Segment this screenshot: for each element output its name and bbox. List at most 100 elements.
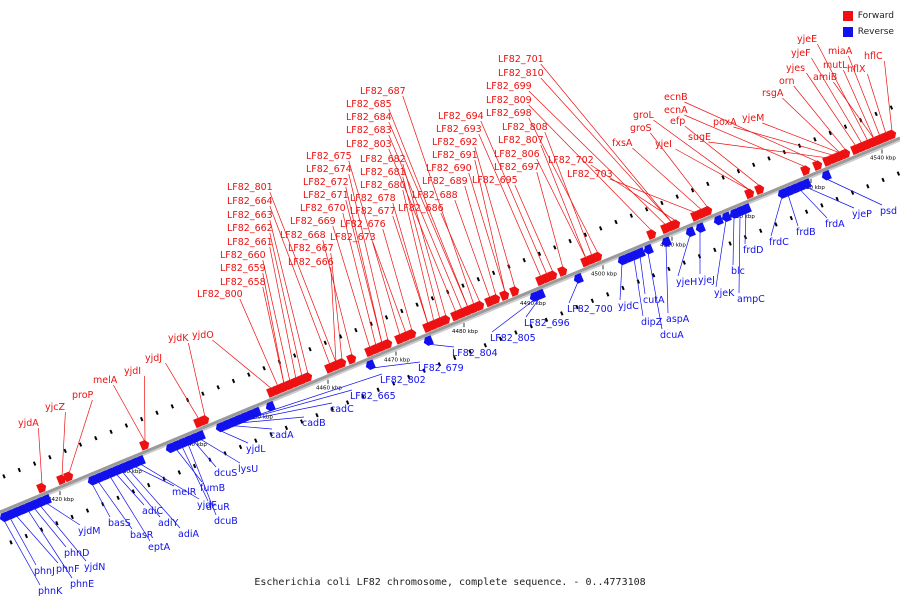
reverse-gene-label: cadB — [302, 418, 326, 429]
tick-mark — [238, 444, 243, 450]
tick-mark — [461, 283, 465, 288]
forward-leader-line — [782, 97, 841, 154]
forward-gene-feature — [36, 482, 47, 494]
forward-gene-label: LF82_682 — [360, 154, 406, 165]
forward-gene-feature — [474, 300, 485, 312]
forward-leader-line — [480, 120, 548, 275]
forward-gene-label: LF82_670 — [300, 203, 346, 214]
forward-gene-label: LF82_685 — [346, 99, 392, 110]
reverse-leader-line — [181, 446, 209, 502]
tick-mark — [17, 467, 21, 473]
legend-forward-label: Forward — [857, 11, 894, 21]
forward-gene-label: LF82_675 — [306, 151, 352, 162]
reverse-gene-label: LF82_696 — [524, 318, 570, 329]
forward-leader-line — [478, 133, 542, 278]
reverse-leader-line — [199, 438, 241, 464]
tick-mark — [330, 406, 334, 412]
reverse-gene-label: frdB — [796, 227, 816, 238]
tick-mark — [315, 412, 319, 418]
forward-leader-line — [806, 72, 857, 147]
forward-leader-line — [269, 205, 331, 365]
tick-mark — [48, 455, 52, 460]
forward-gene-label: yjeF — [791, 48, 811, 59]
reverse-gene-label: LF82_665 — [350, 391, 396, 402]
forward-leader-line — [269, 191, 337, 363]
forward-gene-feature — [199, 415, 210, 426]
forward-leader-line — [388, 134, 463, 311]
scale-label: 4530 kbp — [799, 178, 825, 191]
tick-mark — [644, 207, 649, 212]
forward-gene-label: LF82_693 — [436, 124, 482, 135]
forward-leader-line — [540, 144, 587, 259]
tick-mark — [116, 495, 120, 501]
forward-gene-label: LF82_800 — [197, 289, 243, 300]
gene-labels: yjdA yjcZ proP melA yjdI yjdJ yjdK yjdO LF82_800… — [18, 34, 897, 597]
forward-gene-label: LF82_668 — [280, 230, 326, 241]
forward-leader-line — [536, 158, 587, 259]
reverse-gene-label: LF82_700 — [567, 304, 613, 315]
scale-label-text: 4430 kbp — [116, 469, 142, 475]
forward-gene-feature — [840, 148, 851, 160]
forward-leader-line — [540, 77, 673, 223]
reverse-leader-line — [91, 483, 111, 518]
tick-mark — [345, 400, 350, 405]
forward-gene-feature — [812, 160, 823, 171]
forward-gene-label: LF82_809 — [486, 95, 532, 106]
forward-gene-label: yjdJ — [145, 353, 162, 364]
reverse-gene-label: phnF — [56, 564, 80, 575]
tick-mark — [70, 514, 74, 520]
tick-mark — [736, 168, 741, 174]
forward-gene-feature — [592, 251, 603, 263]
forward-gene-label: LF82_703 — [567, 169, 613, 180]
forward-leader-line — [650, 132, 709, 209]
tick-mark — [437, 362, 442, 367]
tick-mark — [660, 200, 664, 206]
forward-gene-label: miaA — [828, 46, 853, 57]
tick-mark — [24, 533, 28, 539]
tick-mark — [690, 187, 695, 193]
reverse-gene-label: phnE — [70, 579, 94, 590]
forward-gene-label: LF82_694 — [438, 111, 484, 122]
forward-leader-line — [113, 384, 146, 442]
reverse-gene-label: dcuB — [214, 516, 238, 527]
reverse-leader-line — [97, 481, 133, 530]
forward-leader-line — [708, 141, 829, 159]
forward-gene-label: proP — [72, 390, 94, 401]
tick-mark — [590, 298, 595, 303]
forward-gene-feature — [744, 188, 755, 200]
tick-mark — [55, 521, 59, 526]
reverse-gene-label: adiY — [158, 518, 178, 529]
forward-gene-label: ecnB — [664, 92, 688, 103]
reverse-leader-line — [175, 448, 203, 483]
forward-leader-line — [468, 172, 506, 293]
forward-leader-line — [793, 85, 847, 151]
forward-gene-label: LF82_669 — [290, 216, 336, 227]
tick-mark — [575, 304, 579, 310]
scale-label: 4460 kbp — [316, 379, 342, 392]
forward-leader-line — [528, 90, 667, 226]
forward-gene-label: LF82_681 — [360, 167, 406, 178]
tick-mark — [759, 228, 763, 234]
scale-label-text: 4510 kbp — [660, 243, 686, 249]
reverse-gene-label: yjdN — [84, 562, 105, 573]
tick-mark — [308, 346, 312, 352]
forward-leader-line — [528, 117, 599, 254]
reverse-leader-line — [732, 216, 735, 266]
forward-leader-line — [843, 69, 875, 139]
tick-mark — [697, 253, 702, 259]
reverse-gene-label: dcuS — [214, 468, 237, 479]
forward-gene-feature — [557, 266, 568, 277]
forward-gene-feature — [490, 294, 501, 305]
chromosome-backbone — [0, 136, 900, 516]
reverse-leader-line — [255, 373, 383, 416]
forward-gene-feature — [499, 290, 510, 302]
reverse-gene-label: LF82_802 — [380, 375, 426, 386]
reverse-leader-line — [715, 220, 727, 288]
tick-mark — [2, 474, 6, 479]
forward-gene-feature — [702, 206, 713, 217]
forward-gene-label: groL — [633, 110, 655, 121]
tick-mark — [293, 353, 297, 358]
forward-gene-label: hflC — [864, 51, 883, 62]
scale-label-text: 4480 kbp — [452, 329, 478, 335]
tick-mark — [170, 404, 174, 409]
